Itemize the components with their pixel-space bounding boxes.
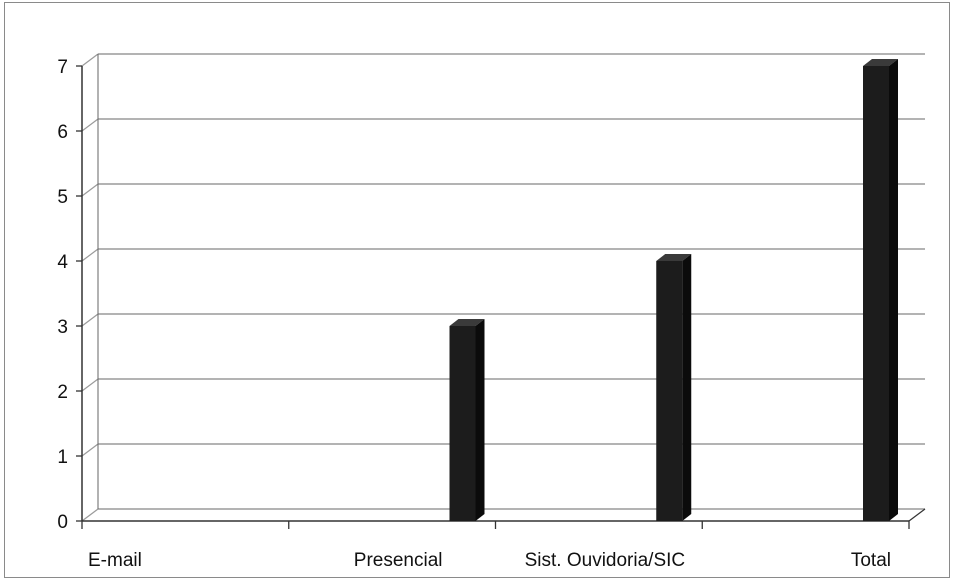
y-tick-label: 6	[57, 122, 68, 143]
x-tick-labels: E-mail Presencial Sist. Ouvidoria/SIC Total	[88, 550, 891, 571]
x-tick-label: Total	[851, 550, 891, 571]
gridline	[81, 183, 925, 197]
gridline	[81, 53, 925, 67]
x-tick-label: Sist. Ouvidoria/SIC	[525, 550, 686, 571]
gridline	[81, 248, 925, 262]
y-tick-label: 3	[57, 317, 68, 338]
bars	[449, 59, 898, 521]
gridline	[81, 378, 925, 392]
floor-right-edge	[908, 508, 926, 522]
y-tick-label: 4	[57, 252, 68, 273]
gridline	[81, 118, 925, 132]
y-tick-label: 1	[57, 447, 68, 468]
gridlines	[81, 53, 925, 522]
x-tick-label: Presencial	[354, 550, 443, 571]
bar	[863, 59, 898, 521]
bar	[449, 319, 485, 521]
bar	[656, 254, 692, 521]
chart-frame: 0 1 2 3 4 5 6 7 E-mail Presencial Sist. Ouvidoria…	[4, 2, 950, 578]
bar-chart: 0 1 2 3 4 5 6 7 E-mail Presencial Sist. Ouvidoria…	[57, 53, 926, 571]
gridline	[81, 508, 925, 522]
gridline	[81, 313, 925, 327]
y-tick-label: 7	[57, 57, 68, 78]
gridline	[81, 443, 925, 457]
y-tick-labels: 0 1 2 3 4 5 6 7	[57, 57, 68, 533]
y-tick-label: 5	[57, 187, 68, 208]
y-tick-label: 2	[57, 382, 68, 403]
y-tick-label: 0	[57, 512, 68, 533]
x-tick-label: E-mail	[88, 550, 142, 571]
axes	[76, 54, 926, 529]
